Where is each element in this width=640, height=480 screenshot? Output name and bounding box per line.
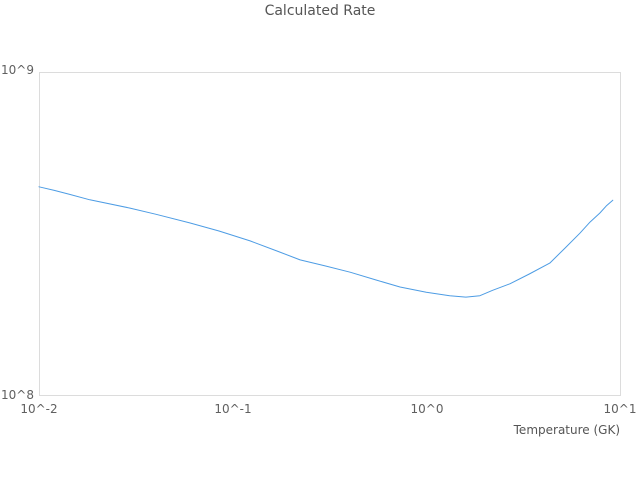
x-tick-1e-2: 10^-2 — [20, 402, 58, 416]
rate-curve — [38, 186, 614, 298]
y-tick-1e8: 10^8 — [1, 388, 34, 402]
x-tick-1e1: 10^1 — [603, 402, 637, 416]
plot-border — [39, 72, 621, 396]
y-tick-1e9: 10^9 — [1, 63, 34, 77]
x-axis-label: Temperature (GK) — [513, 423, 620, 437]
x-tick-1e0: 10^0 — [410, 402, 444, 416]
x-tick-1e-1: 10^-1 — [214, 402, 252, 416]
chart-title: Calculated Rate — [264, 3, 376, 19]
